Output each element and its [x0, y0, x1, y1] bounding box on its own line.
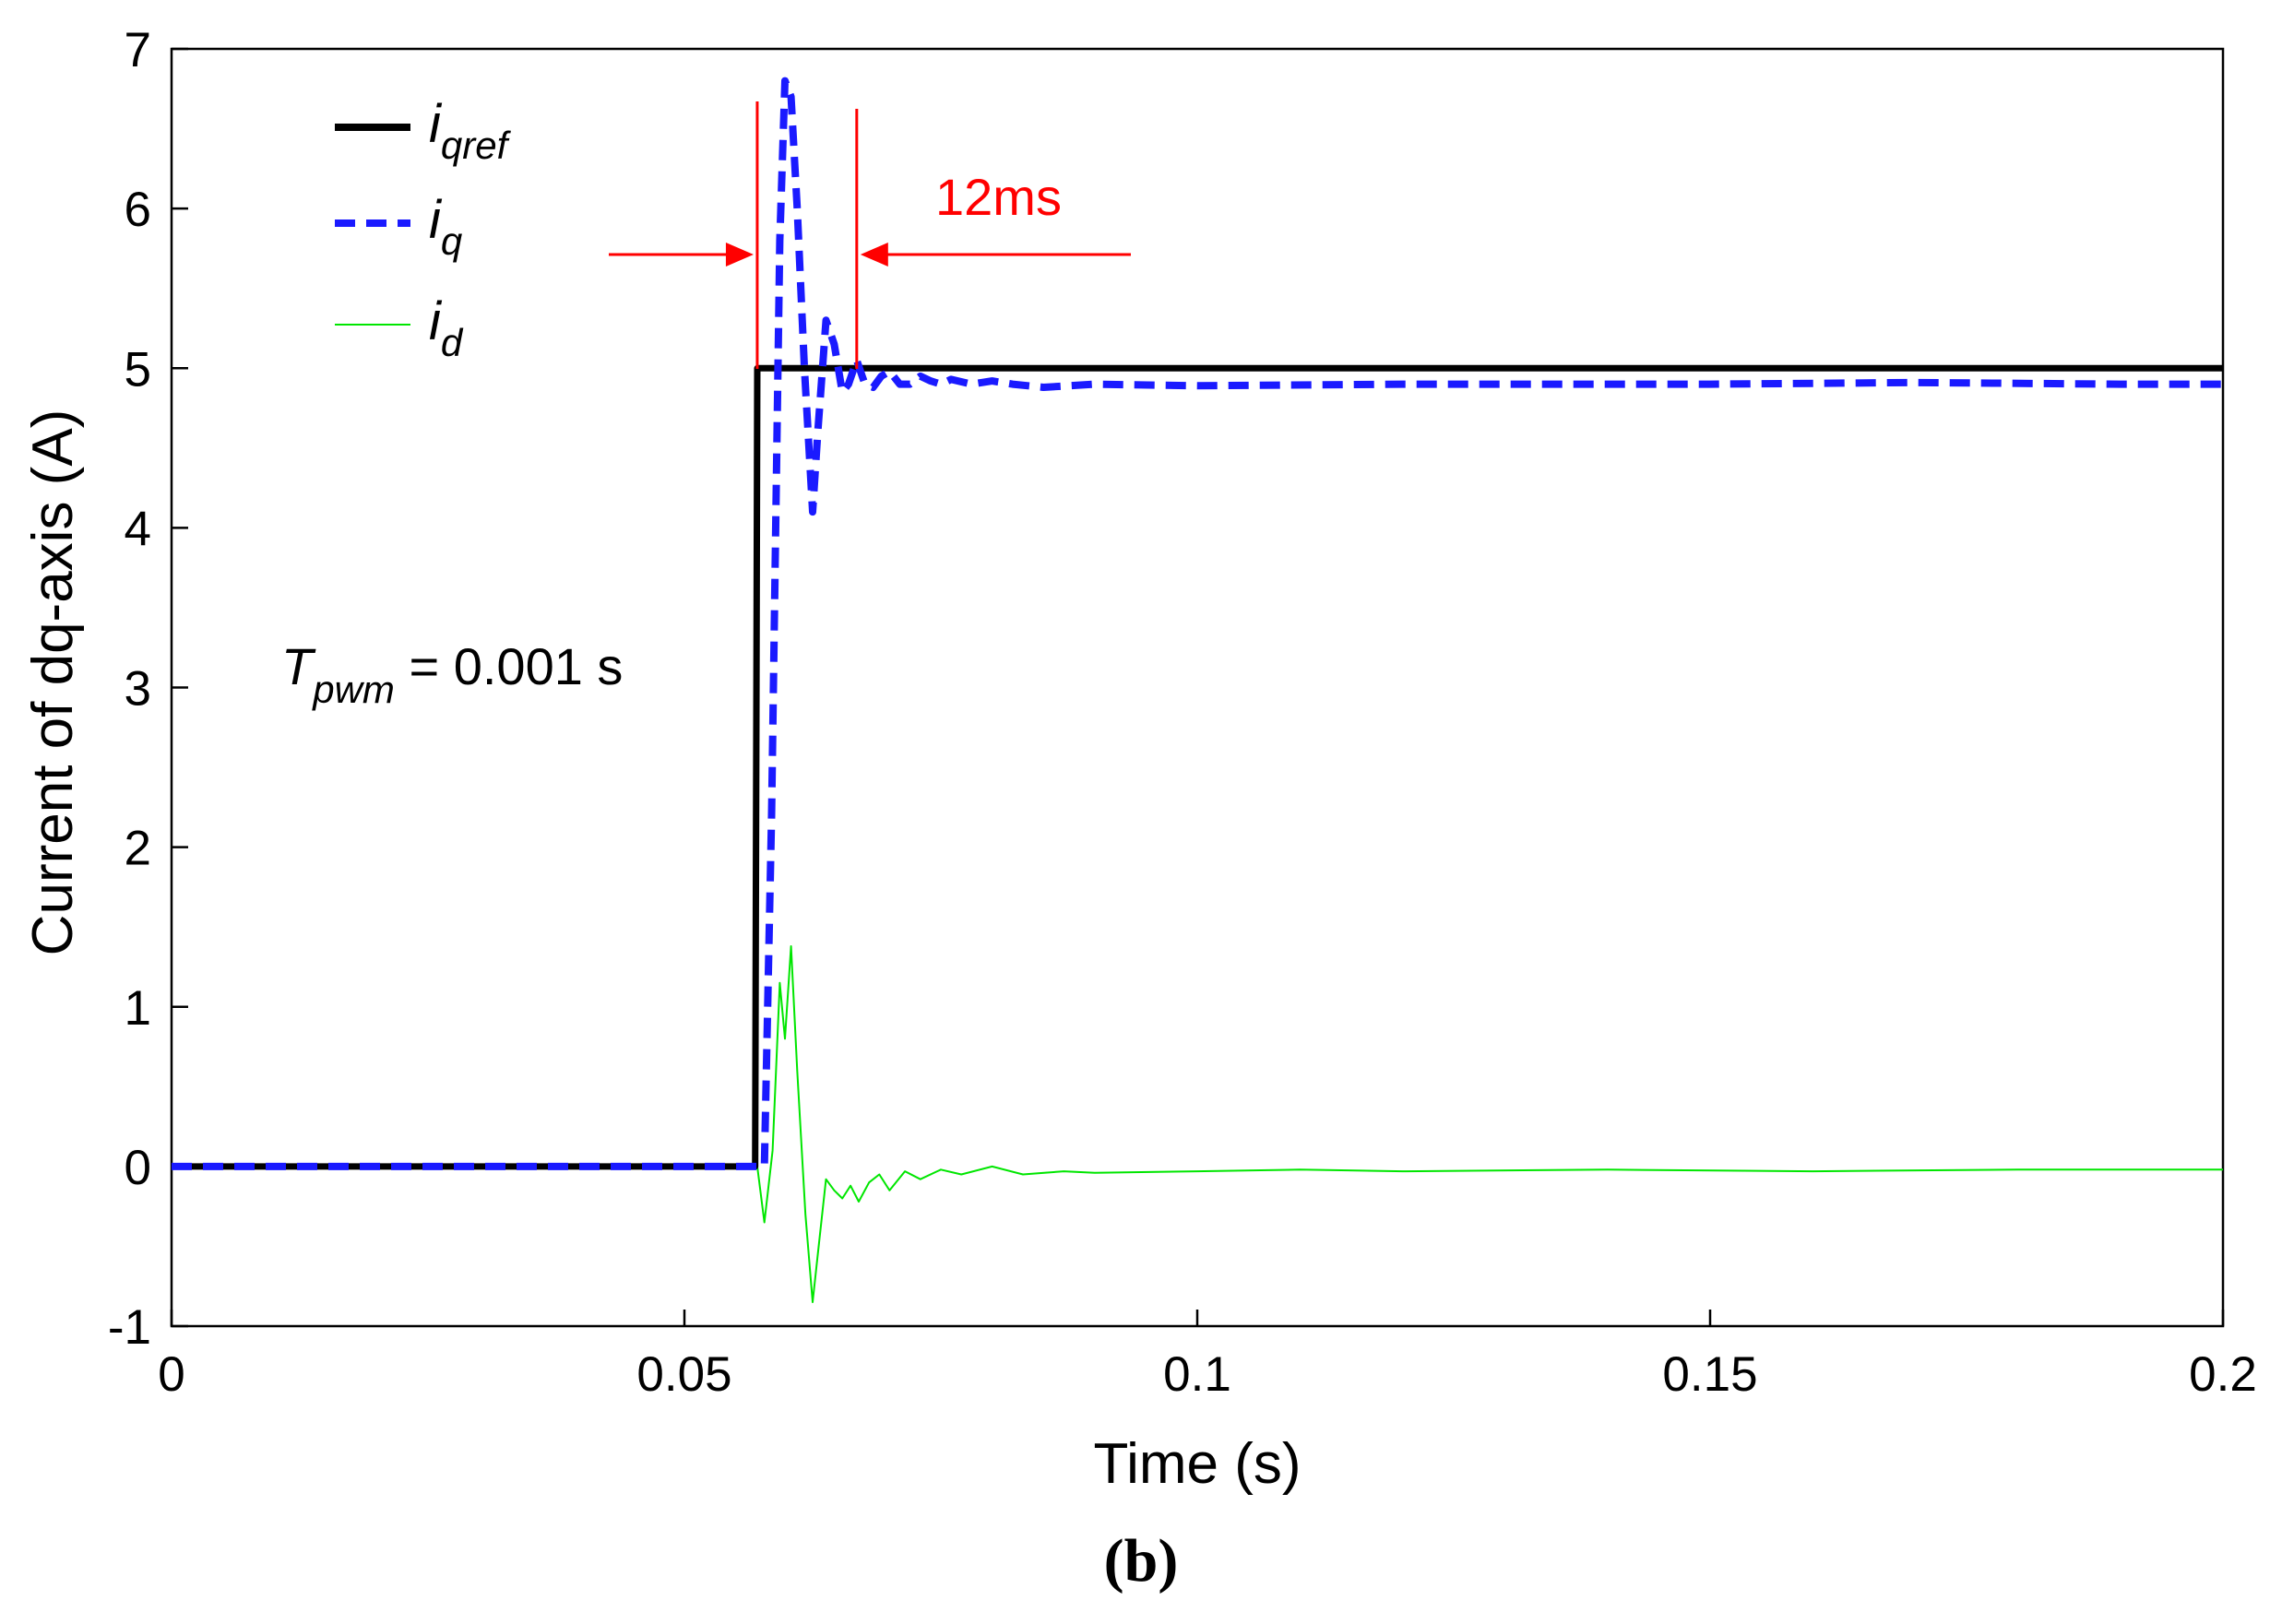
legend-label-iq: iq	[429, 190, 463, 263]
y-tick-label: -1	[108, 1300, 151, 1355]
x-tick-label: 0.15	[1662, 1347, 1757, 1402]
tpwm-base: T	[281, 637, 316, 695]
y-tick-label: 2	[125, 822, 151, 876]
x-tick-label: 0.1	[1163, 1347, 1231, 1402]
y-tick-label: 7	[125, 23, 151, 77]
legend-label-id: id	[429, 291, 464, 364]
tpwm-sub: pwm	[311, 668, 395, 711]
legend-iqref-sub: qref	[441, 124, 512, 167]
series-line-i-q	[172, 77, 2223, 1170]
tpwm-annotation: Tpwm = 0.001 s	[281, 637, 623, 711]
x-tick-label: 0.2	[2189, 1347, 2257, 1402]
legend-id-sub: d	[441, 321, 464, 364]
settling-time-annotation: 12ms	[609, 101, 1131, 369]
y-axis-title: Current of dq-axis (A)	[21, 409, 85, 956]
arrow-right-head	[860, 243, 888, 267]
panel-label: (b)	[1104, 1527, 1179, 1594]
y-tick-label: 6	[125, 183, 151, 237]
x-tick-label: 0	[158, 1347, 184, 1402]
arrow-left-head	[725, 243, 754, 267]
legend-iq-sub: q	[441, 219, 463, 263]
tpwm-rest: = 0.001 s	[395, 637, 624, 695]
series-line-i-qref	[172, 364, 2223, 1170]
legend-id-base: i	[429, 291, 443, 351]
settling-time-label: 12ms	[935, 168, 1062, 226]
x-tick-label: 0.05	[636, 1347, 731, 1402]
series-layer	[172, 77, 2223, 1303]
y-tick-label: 1	[125, 981, 151, 1036]
legend-label-iqref: iqref	[429, 94, 512, 167]
y-tick-label: 3	[125, 662, 151, 717]
x-axis-title: Time (s)	[1094, 1432, 1301, 1496]
y-tick-label: 5	[125, 342, 151, 397]
legend-iqref-base: i	[429, 94, 443, 154]
series-line-i-d	[172, 945, 2223, 1303]
legend-iq-base: i	[429, 190, 443, 250]
legend: iqref iq id	[335, 94, 512, 364]
y-tick-label: 4	[125, 502, 151, 556]
y-tick-label: 0	[125, 1141, 151, 1195]
